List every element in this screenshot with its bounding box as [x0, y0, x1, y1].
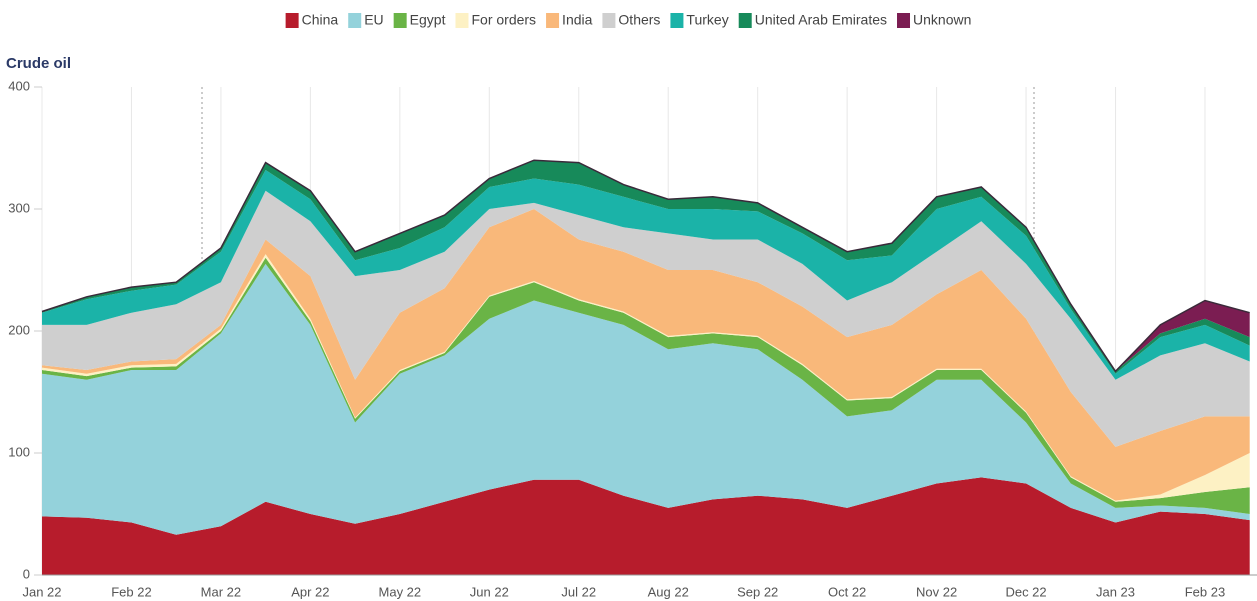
x-tick-label: Oct 22 [828, 584, 866, 599]
legend-swatch [897, 13, 911, 28]
legend-swatch [348, 13, 362, 28]
total-outline [41, 159, 1250, 373]
legend-label: EU [364, 12, 383, 28]
x-tick-label: Nov 22 [916, 584, 957, 599]
legend-label: For orders [471, 12, 536, 28]
area [42, 263, 1250, 535]
legend-swatch [546, 13, 560, 28]
legend-swatch [738, 13, 752, 28]
area [42, 170, 1250, 380]
x-tick-label: Feb 22 [111, 584, 151, 599]
x-tick-label: Mar 22 [201, 584, 241, 599]
legend-swatch [285, 13, 299, 28]
legend-swatch [602, 13, 616, 28]
y-tick-label: 400 [8, 78, 30, 93]
legend-label: United Arab Emirates [755, 12, 887, 28]
legend-label: Others [618, 12, 660, 28]
y-tick-label: 200 [8, 322, 30, 337]
area [42, 209, 1250, 501]
legend-label: Unknown [913, 12, 971, 28]
y-tick-label: 100 [8, 444, 30, 459]
legend: China EU Egypt For orders India Others Turkey U… [285, 12, 971, 28]
area [42, 477, 1250, 575]
legend-swatch [670, 13, 684, 28]
chart-title: Crude oil [6, 55, 71, 72]
x-tick-label: Dec 22 [1005, 584, 1046, 599]
x-tick-label: Jun 22 [470, 584, 509, 599]
x-tick-label: Aug 22 [648, 584, 689, 599]
legend-swatch [455, 13, 469, 28]
x-tick-label: Jan 22 [22, 584, 61, 599]
legend-label: China [302, 12, 339, 28]
legend-label: India [562, 12, 593, 28]
x-tick-label: May 22 [379, 584, 422, 599]
areas [41, 159, 1250, 575]
x-tick-label: Jul 22 [561, 584, 596, 599]
x-tick-label: Apr 22 [291, 584, 329, 599]
x-tick-label: Feb 23 [1185, 584, 1225, 599]
legend-swatch [393, 13, 407, 28]
x-tick-label: Jan 23 [1096, 584, 1135, 599]
legend-label: Egypt [410, 12, 446, 28]
y-tick-label: 300 [8, 200, 30, 215]
y-tick-label: 0 [23, 566, 30, 581]
x-tick-label: Sep 22 [737, 584, 778, 599]
legend-label: Turkey [686, 12, 728, 28]
area [42, 190, 1250, 447]
